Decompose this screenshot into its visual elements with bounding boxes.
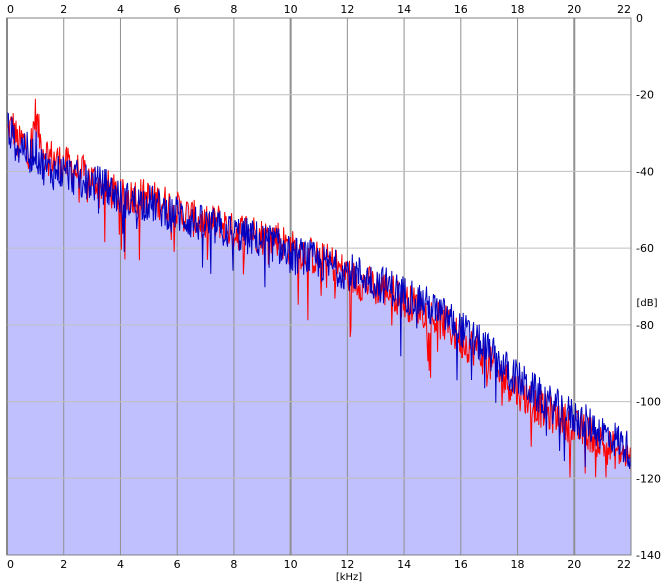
x-tick-label-bottom: 12 [340, 558, 354, 571]
x-tick-label-top: 18 [511, 3, 525, 16]
y-tick-label: -80 [636, 319, 654, 332]
x-tick-label-bottom: 10 [284, 558, 298, 571]
y-tick-label: -120 [636, 472, 661, 485]
x-tick-label-top: 4 [117, 3, 124, 16]
x-tick-label-bottom: 16 [454, 558, 468, 571]
x-tick-label-top: 6 [174, 3, 181, 16]
series-group [6, 98, 632, 478]
x-tick-label-top: 16 [454, 3, 468, 16]
y-tick-label: -20 [636, 89, 654, 102]
x-tick-label-top: 22 [617, 3, 631, 16]
x-tick-label-bottom: 14 [397, 558, 411, 571]
x-tick-label-bottom: 6 [174, 558, 181, 571]
y-tick-label: 0 [636, 12, 643, 25]
x-tick-label-bottom: 20 [567, 558, 581, 571]
x-tick-label-bottom: 8 [230, 558, 237, 571]
x-tick-label-bottom: 4 [117, 558, 124, 571]
x-tick-label-bottom: 18 [511, 558, 525, 571]
x-axis-label: [kHz] [336, 572, 362, 582]
x-tick-label-bottom: 2 [60, 558, 67, 571]
y-tick-label: -100 [636, 396, 661, 409]
x-tick-label-top: 14 [397, 3, 411, 16]
x-tick-label-top: 12 [340, 3, 354, 16]
x-tick-label-bottom: 0 [7, 558, 14, 571]
y-tick-label: -60 [636, 242, 654, 255]
x-tick-label-top: 0 [7, 3, 14, 16]
series-line-1 [6, 111, 632, 470]
plot-border [6, 17, 632, 556]
x-tick-label-top: 20 [567, 3, 581, 16]
plot-area [7, 98, 631, 555]
x-tick-label-bottom: 22 [617, 558, 631, 571]
tick-labels: 002244668810101212141416161818202022220-… [7, 3, 661, 571]
y-tick-label: -140 [636, 549, 661, 562]
x-tick-label-top: 10 [284, 3, 298, 16]
x-tick-label-top: 8 [230, 3, 237, 16]
y-tick-label: -40 [636, 165, 654, 178]
spectrum-fill [7, 98, 631, 555]
x-tick-label-top: 2 [60, 3, 67, 16]
y-axis-label: [dB] [636, 298, 657, 309]
